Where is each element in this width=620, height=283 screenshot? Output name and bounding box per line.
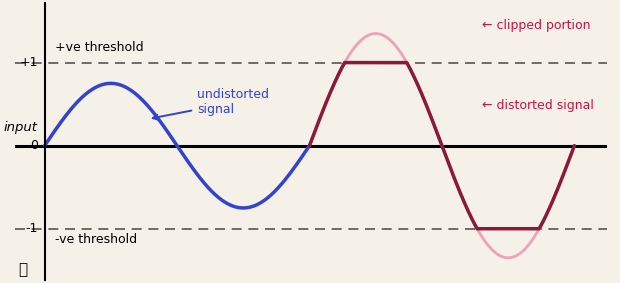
Text: +ve threshold: +ve threshold: [55, 41, 144, 54]
Text: undistorted
signal: undistorted signal: [153, 89, 269, 120]
Text: 0: 0: [30, 139, 38, 152]
Text: ← distorted signal: ← distorted signal: [482, 99, 593, 112]
Text: ← clipped portion: ← clipped portion: [482, 19, 590, 32]
Text: ⌕: ⌕: [18, 262, 27, 277]
Text: -1: -1: [25, 222, 38, 235]
Text: -ve threshold: -ve threshold: [55, 233, 138, 246]
Text: input: input: [4, 121, 38, 134]
Text: +1: +1: [19, 56, 38, 69]
